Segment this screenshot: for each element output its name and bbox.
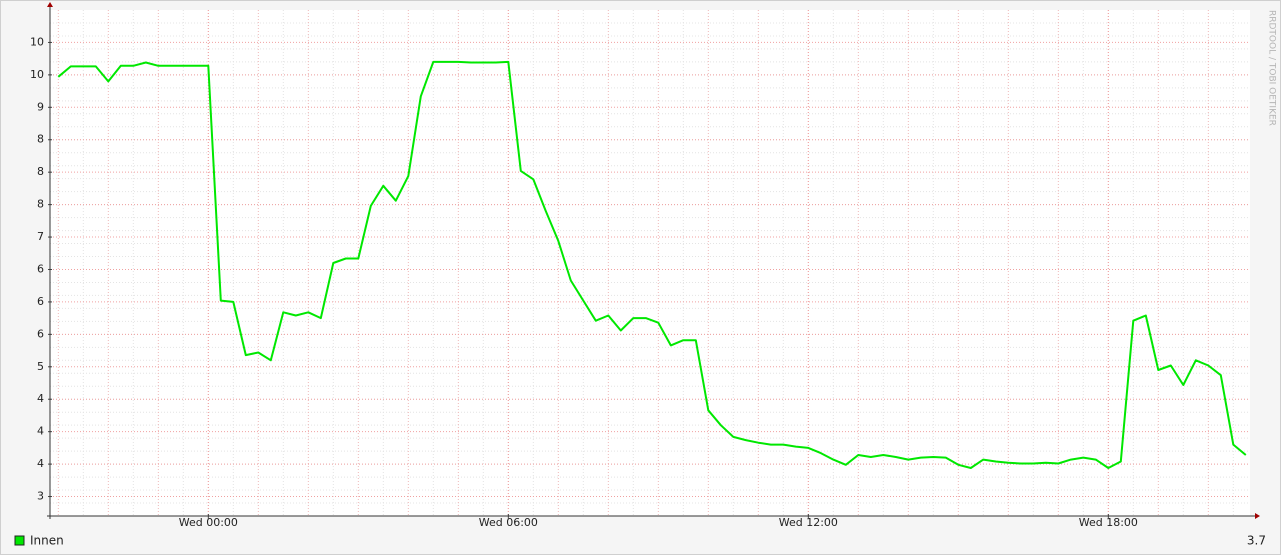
y-tick-label: 5 bbox=[37, 360, 44, 373]
legend-value: 3.7 bbox=[1247, 534, 1266, 548]
y-tick-label: 3 bbox=[37, 490, 44, 503]
watermark: RRDTOOL / TOBI OETIKER bbox=[1267, 10, 1277, 126]
y-tick-label: 6 bbox=[37, 295, 44, 308]
y-tick-label: 6 bbox=[37, 262, 44, 275]
axis-arrow bbox=[1255, 513, 1260, 519]
y-tick-label: 7 bbox=[37, 230, 44, 243]
y-tick-label: 6 bbox=[37, 327, 44, 340]
x-tick-label: Wed 12:00 bbox=[779, 516, 838, 529]
line bbox=[57, 60, 1247, 469]
axis-arrow bbox=[47, 2, 53, 7]
legend-label: Innen bbox=[30, 534, 64, 548]
x-tick-label: Wed 18:00 bbox=[1079, 516, 1138, 529]
y-tick-label: 10 bbox=[30, 35, 44, 48]
y-tick-label: 10 bbox=[30, 68, 44, 81]
plot-area bbox=[50, 10, 1250, 516]
y-tick-label: 8 bbox=[37, 198, 44, 211]
x-tick-label: Wed 00:00 bbox=[179, 516, 238, 529]
y-tick-label: 4 bbox=[37, 425, 44, 438]
y-tick-label: 4 bbox=[37, 392, 44, 405]
y-tick-label: 4 bbox=[37, 457, 44, 470]
y-tick-label: 8 bbox=[37, 133, 44, 146]
y-tick-label: 8 bbox=[37, 165, 44, 178]
x-tick-label: Wed 06:00 bbox=[479, 516, 538, 529]
legend-swatch bbox=[14, 535, 25, 546]
y-tick-label: 9 bbox=[37, 100, 44, 113]
